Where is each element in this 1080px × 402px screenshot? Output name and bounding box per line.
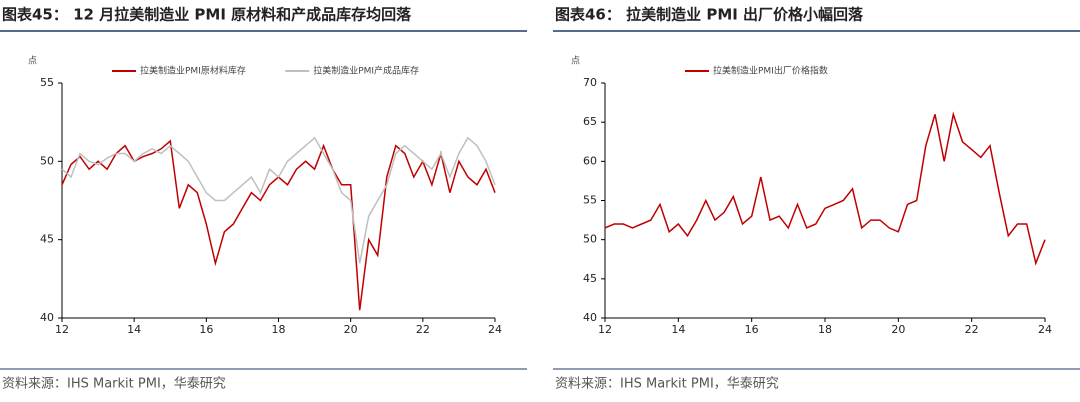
x-tick-label: 22	[965, 323, 979, 336]
x-tick-label: 20	[344, 323, 358, 336]
x-tick-label: 16	[199, 323, 213, 336]
y-tick-label: 45	[583, 272, 597, 285]
y-tick-label: 40	[583, 311, 597, 324]
legend-label: 拉美制造业PMI产成品库存	[313, 65, 419, 77]
data-line	[61, 136, 496, 264]
y-tick-label: 55	[583, 194, 597, 207]
x-tick-label: 20	[891, 323, 905, 336]
data-line	[604, 111, 1046, 266]
legend-label: 拉美制造业PMI原材料库存	[140, 65, 246, 77]
source-note: 资料来源：IHS Markit PMI，华泰研究	[555, 377, 779, 392]
chart-title: 图表46： 拉美制造业 PMI 出厂价格小幅回落	[555, 6, 864, 24]
y-axis-label: 点	[28, 56, 37, 67]
x-tick-label: 14	[671, 323, 685, 336]
x-tick-label: 12	[598, 323, 612, 336]
x-tick-label: 12	[55, 323, 69, 336]
y-tick-label: 60	[583, 154, 597, 167]
x-tick-label: 16	[745, 323, 759, 336]
source-note: 资料来源：IHS Markit PMI，华泰研究	[2, 377, 226, 392]
x-tick-label: 14	[127, 323, 141, 336]
x-tick-label: 24	[1038, 323, 1052, 336]
y-tick-label: 40	[40, 311, 54, 324]
y-axis-label: 点	[571, 56, 580, 67]
legend-label: 拉美制造业PMI出厂价格指数	[713, 65, 828, 77]
x-tick-label: 18	[818, 323, 832, 336]
y-tick-label: 65	[583, 115, 597, 128]
y-tick-label: 55	[40, 76, 54, 89]
y-tick-label: 50	[583, 233, 597, 246]
y-tick-label: 50	[40, 154, 54, 167]
x-tick-label: 18	[272, 323, 286, 336]
chart-title: 图表45： 12 月拉美制造业 PMI 原材料和产成品库存均回落	[2, 6, 412, 24]
y-tick-label: 45	[40, 233, 54, 246]
y-tick-label: 70	[583, 76, 597, 89]
data-line	[61, 139, 496, 311]
x-tick-label: 24	[488, 323, 502, 336]
x-tick-label: 22	[416, 323, 430, 336]
